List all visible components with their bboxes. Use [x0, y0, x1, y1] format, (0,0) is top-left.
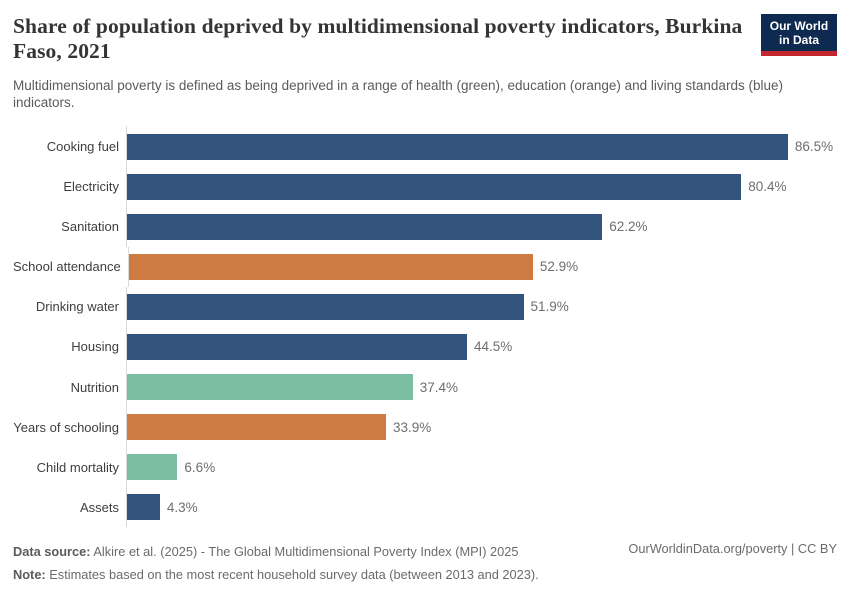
- bar-row: Sanitation 62.2%: [13, 206, 837, 247]
- bar-electricity[interactable]: [127, 173, 742, 200]
- page-title: Share of population deprived by multidim…: [13, 14, 743, 64]
- plot-area: 33.9%: [126, 407, 837, 448]
- bar-row: Cooking fuel 86.5%: [13, 126, 837, 167]
- bar-drinking-water[interactable]: [127, 293, 524, 320]
- bar-school-attendance[interactable]: [128, 253, 533, 280]
- category-label: Electricity: [63, 179, 119, 195]
- category-label: Assets: [79, 499, 119, 515]
- value-label: 44.5%: [473, 339, 513, 355]
- title-row: Share of population deprived by multidim…: [13, 14, 837, 65]
- category-label: Housing: [71, 339, 119, 355]
- bar-sanitation[interactable]: [127, 213, 603, 240]
- category-label: Cooking fuel: [46, 139, 119, 155]
- bar-row: School attendance 52.9%: [13, 246, 837, 287]
- bar-nutrition[interactable]: [127, 374, 413, 401]
- bar-chart: Cooking fuel 86.5% Electricity 80.4% Sanitat…: [13, 126, 837, 528]
- bar-cooking-fuel[interactable]: [127, 133, 788, 160]
- bar-assets[interactable]: [127, 494, 160, 521]
- plot-area: 6.6%: [126, 447, 837, 488]
- note-label: Note:: [13, 567, 46, 583]
- plot-area: 80.4%: [126, 166, 837, 207]
- value-label: 86.5%: [794, 139, 834, 155]
- bar-child-mortality[interactable]: [127, 454, 178, 481]
- category-label: Years of schooling: [13, 419, 119, 435]
- bar-row: Nutrition 37.4%: [13, 367, 837, 408]
- value-label: 52.9%: [539, 259, 579, 275]
- attribution-link[interactable]: OurWorldinData.org/poverty | CC BY: [628, 541, 837, 557]
- bar-row: Drinking water 51.9%: [13, 286, 837, 327]
- category-label: Drinking water: [35, 299, 119, 315]
- category-label: School attendance: [13, 259, 121, 275]
- plot-area: 52.9%: [127, 246, 837, 287]
- value-label: 6.6%: [184, 459, 216, 475]
- plot-area: 62.2%: [126, 206, 837, 247]
- chart-header: Share of population deprived by multidim…: [13, 14, 837, 111]
- data-source-text: Alkire et al. (2025) - The Global Multid…: [93, 544, 519, 560]
- plot-area: 86.5%: [126, 126, 837, 167]
- owid-logo-line2: in Data: [778, 33, 819, 47]
- value-label: 37.4%: [419, 379, 459, 395]
- chart-subtitle: Multidimensional poverty is defined as b…: [13, 77, 783, 110]
- value-label: 80.4%: [748, 179, 787, 195]
- plot-area: 44.5%: [126, 326, 837, 368]
- bar-rows-container: Cooking fuel 86.5% Electricity 80.4% Sanitat…: [13, 126, 837, 528]
- bar-row: Electricity 80.4%: [13, 166, 837, 207]
- chart-footer: Data source: Alkire et al. (2025) - The …: [13, 540, 837, 586]
- footer-left: Data source: Alkire et al. (2025) - The …: [13, 540, 539, 586]
- bar-row: Years of schooling 33.9%: [13, 407, 837, 448]
- value-label: 33.9%: [392, 419, 432, 435]
- plot-area: 37.4%: [126, 367, 837, 408]
- plot-area: 51.9%: [126, 286, 837, 327]
- note-line: Note: Estimates based on the most recent…: [13, 563, 539, 586]
- owid-logo-line1: Our World: [769, 19, 829, 33]
- category-label: Sanitation: [61, 219, 119, 235]
- category-label: Nutrition: [70, 379, 119, 395]
- bar-row: Child mortality 6.6%: [13, 447, 837, 488]
- value-label: 51.9%: [530, 299, 569, 315]
- category-label: Child mortality: [36, 459, 119, 475]
- value-label: 62.2%: [609, 219, 648, 235]
- plot-area: 4.3%: [126, 487, 837, 528]
- data-source-line: Data source: Alkire et al. (2025) - The …: [13, 540, 539, 563]
- bar-housing[interactable]: [127, 333, 467, 360]
- data-source-label: Data source:: [13, 544, 91, 560]
- value-label: 4.3%: [166, 499, 198, 515]
- bar-years-of-schooling[interactable]: [127, 414, 386, 441]
- bar-row: Assets 4.3%: [13, 487, 837, 528]
- owid-logo[interactable]: Our World in Data: [761, 14, 837, 56]
- note-text: Estimates based on the most recent house…: [49, 567, 539, 583]
- bar-row: Housing 44.5%: [13, 326, 837, 368]
